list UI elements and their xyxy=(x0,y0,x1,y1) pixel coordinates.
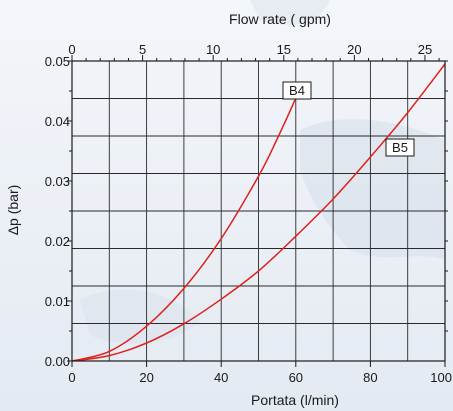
y-axis-tick-labels: 0.00 0.01 0.02 0.03 0.04 0.05 xyxy=(45,54,70,369)
series-line-b5 xyxy=(71,63,446,362)
y-tick-label: 0.04 xyxy=(45,114,70,129)
y-axis-title: Δp (bar) xyxy=(5,185,21,236)
top-axis-title: Flow rate ( gpm) xyxy=(229,11,331,27)
x-axis-title: Portata (l/min) xyxy=(251,392,339,408)
x2-tick-label: 20 xyxy=(347,42,361,57)
series-label-b5: B5 xyxy=(385,138,415,157)
x-tick-label: 20 xyxy=(139,370,153,385)
axis-ticks xyxy=(67,55,448,367)
y-tick-label: 0.05 xyxy=(45,54,70,69)
series-curves xyxy=(71,63,446,362)
series-label-text: B4 xyxy=(289,83,305,98)
x2-tick-label: 10 xyxy=(206,42,220,57)
y-tick-label: 0.01 xyxy=(45,294,70,309)
x-tick-label: 60 xyxy=(289,370,303,385)
x-tick-label: 40 xyxy=(214,370,228,385)
series-label-text: B5 xyxy=(392,140,408,155)
x2-tick-label: 0 xyxy=(68,42,75,57)
x2-tick-label: 25 xyxy=(418,42,432,57)
x2-tick-label: 15 xyxy=(277,42,291,57)
x-axis-tick-labels: 0 20 40 60 80 100 xyxy=(68,370,452,385)
y-tick-label: 0.02 xyxy=(45,234,70,249)
x2-tick-label: 5 xyxy=(139,42,146,57)
y-tick-label: 0.03 xyxy=(45,174,70,189)
y-tick-label: 0.00 xyxy=(45,354,70,369)
series-label-box xyxy=(385,138,415,157)
top-axis-tick-labels: 0 5 10 15 20 25 xyxy=(68,42,432,57)
series-label-b4: B4 xyxy=(282,81,312,100)
series-label-box xyxy=(282,81,312,100)
grid-lines xyxy=(72,61,445,361)
x-tick-label: 0 xyxy=(68,370,75,385)
series-line-b4 xyxy=(71,97,297,362)
x-tick-label: 80 xyxy=(363,370,377,385)
x-tick-label: 100 xyxy=(430,370,452,385)
